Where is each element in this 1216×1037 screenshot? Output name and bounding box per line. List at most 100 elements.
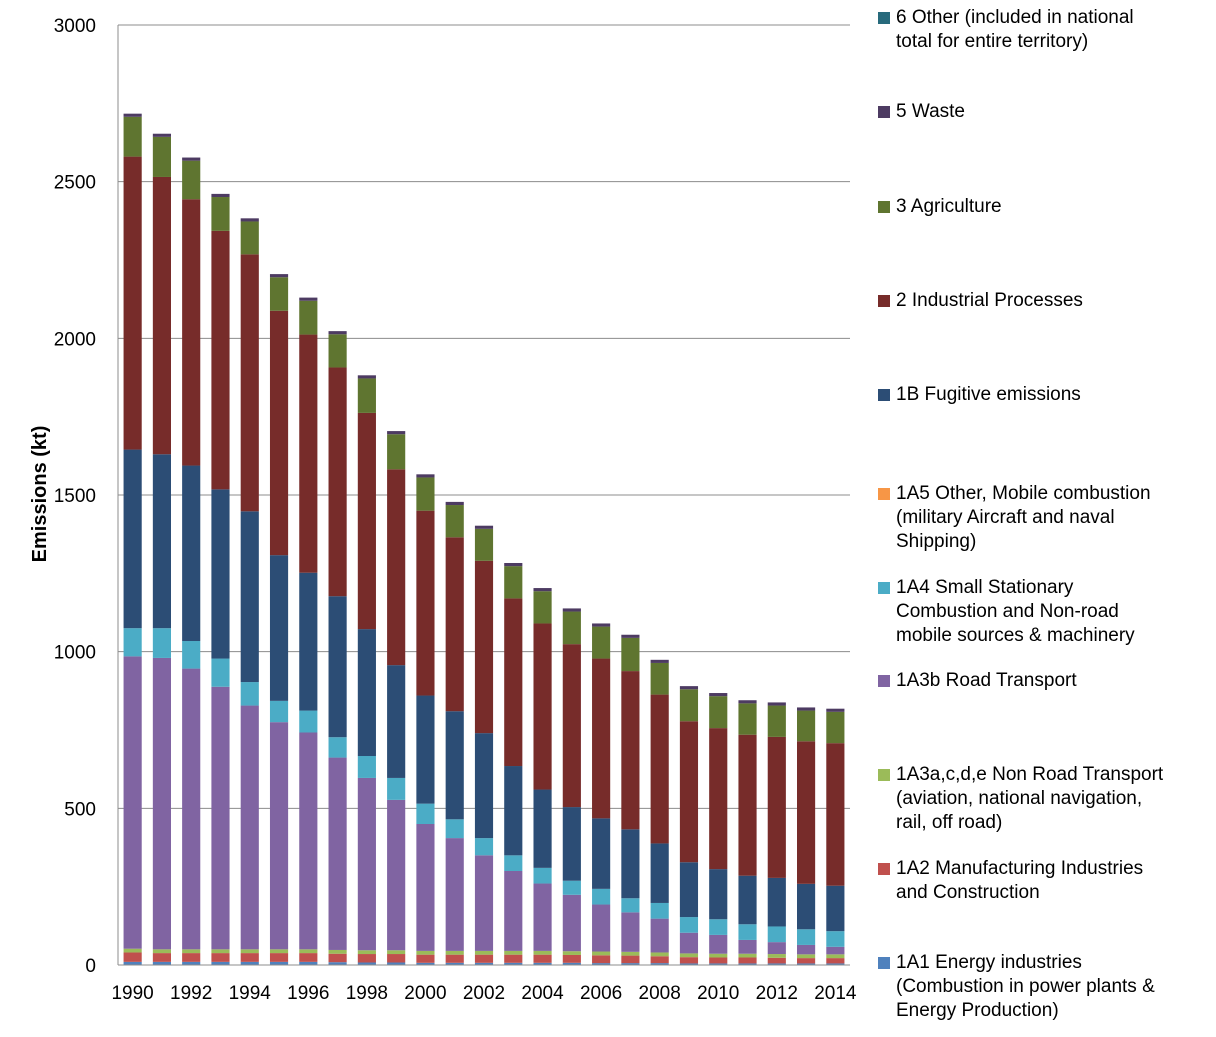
legend-item: 5 Waste (878, 100, 1214, 124)
bar-segment (709, 963, 728, 965)
y-tick-labels: 0 500 1000 1500 2000 2500 3000 (54, 16, 96, 977)
bar-segment (357, 962, 376, 965)
bar-segment (592, 658, 611, 819)
bar-segment (240, 705, 259, 950)
bar-segment (445, 838, 464, 951)
bar-segment (328, 367, 347, 597)
legend-swatch (878, 769, 890, 781)
bar-segment (182, 157, 201, 161)
bar-segment (357, 950, 376, 955)
bar-segment (387, 950, 406, 955)
bar-stack-2005 (562, 608, 581, 965)
bar-segment (123, 952, 142, 962)
bar-segment (709, 728, 728, 870)
bar-segment (679, 862, 699, 918)
bar-segment (445, 819, 464, 839)
bar-segment (328, 949, 347, 954)
bar-segment (152, 953, 171, 962)
x-tick-label: 2004 (521, 983, 564, 1004)
bar-segment (445, 537, 464, 712)
bar-stack-1999 (387, 431, 406, 965)
bar-segment (709, 934, 728, 954)
bar-segment (738, 953, 757, 958)
bar-segment (387, 954, 406, 963)
bar-segment (269, 949, 289, 954)
bar-segment (182, 961, 201, 965)
bar-segment (474, 528, 494, 561)
y-tick-label: 1500 (54, 486, 96, 507)
bar-segment (504, 598, 523, 767)
legend-label: total for entire territory) (896, 31, 1089, 52)
bar-segment (826, 946, 845, 955)
bar-segment (474, 855, 494, 951)
bar-segment (152, 657, 171, 950)
bar-segment (357, 777, 376, 951)
bar-segment (211, 953, 230, 962)
bar-segment (621, 637, 640, 672)
bar-segment (562, 644, 581, 808)
bar-segment (767, 705, 786, 737)
legend-label: 1B Fugitive emissions (896, 384, 1081, 405)
bar-segment (328, 757, 347, 950)
bar-segment (533, 591, 552, 624)
bar-segment (328, 596, 347, 738)
legend-label: 1A1 Energy industries (896, 952, 1082, 973)
bar-segment (416, 962, 435, 965)
bar-segment (621, 912, 640, 952)
bar-segment (299, 572, 318, 711)
bar-segment (504, 871, 523, 951)
bar-segment (387, 665, 406, 778)
bar-segment (650, 843, 669, 903)
bar-segment (182, 465, 201, 642)
legend-swatch (878, 488, 890, 500)
bar-segment (738, 939, 757, 954)
bar-stack-2013 (797, 707, 816, 965)
bar-segment (123, 113, 142, 117)
legend-label: 5 Waste (896, 101, 965, 122)
x-tick-label: 2000 (404, 983, 446, 1004)
y-tick-label: 2500 (54, 173, 96, 194)
bar-segment (504, 566, 523, 599)
bar-segment (387, 962, 406, 965)
x-tick-label: 1996 (287, 983, 329, 1004)
bar-segment (679, 917, 699, 933)
bar-segment (592, 955, 611, 964)
x-tick-label: 2010 (697, 983, 739, 1004)
bar-segment (269, 700, 289, 723)
legend-label: and Construction (896, 882, 1040, 903)
bar-segment (211, 197, 230, 231)
legend-label: 1A3b Road Transport (896, 670, 1077, 691)
x-tick-label: 2012 (756, 983, 798, 1004)
x-tick-label: 2002 (463, 983, 505, 1004)
bar-segment (709, 919, 728, 935)
bar-segment (445, 711, 464, 820)
bar-segment (240, 961, 259, 965)
bar-stack-2002 (474, 525, 494, 965)
bar-segment (562, 954, 581, 963)
legend-item: 2 Industrial Processes (878, 289, 1214, 313)
bar-segment (152, 949, 171, 954)
bar-stack-2014 (826, 708, 845, 965)
bar-segment (826, 708, 845, 712)
bar-segment (416, 950, 435, 955)
bar-segment (650, 659, 669, 663)
bar-segment (738, 875, 757, 925)
bar-segment (474, 950, 494, 955)
bar-segment (767, 702, 786, 706)
bar-segment (416, 474, 435, 478)
bar-segment (679, 963, 699, 965)
legend-label: 1A2 Manufacturing Industries (896, 858, 1144, 879)
bar-segment (445, 954, 464, 963)
bar-segment (152, 628, 171, 658)
bar-segment (269, 274, 289, 278)
bar-segment (738, 700, 757, 704)
bar-segment (592, 963, 611, 965)
bar-segment (182, 668, 201, 950)
bar-stack-2009 (679, 686, 699, 965)
bar-segment (650, 963, 669, 965)
bar-segment (299, 297, 318, 301)
legend-item: 1A5 Other, Mobile combustion (military Ai… (878, 482, 1214, 554)
bar-segment (387, 799, 406, 951)
bar-segment (738, 924, 757, 940)
